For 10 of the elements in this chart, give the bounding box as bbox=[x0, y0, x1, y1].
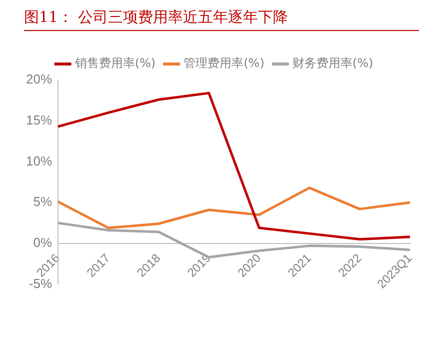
y-tick-label: 5% bbox=[33, 194, 52, 210]
y-tick-label: 15% bbox=[26, 112, 52, 128]
legend-label: 财务费用率(%) bbox=[292, 56, 374, 70]
y-tick-label: 0% bbox=[33, 234, 52, 250]
y-tick-label: 10% bbox=[26, 153, 52, 168]
y-tick-label: 20% bbox=[26, 72, 52, 87]
legend-label: 管理费用率(%) bbox=[184, 56, 264, 70]
y-tick-label: -5% bbox=[28, 276, 52, 291]
chart-title: 图11： 公司三项费用率近五年逐年下降 bbox=[24, 6, 419, 31]
legend-label: 销售费用率(%) bbox=[74, 56, 156, 70]
